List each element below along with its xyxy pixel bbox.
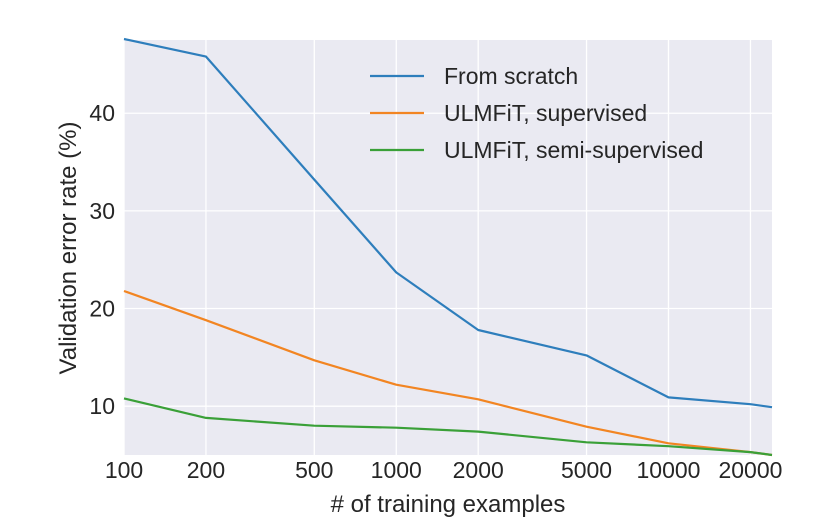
legend-label: ULMFiT, supervised <box>444 100 647 126</box>
x-tick-label: 10000 <box>637 457 701 483</box>
x-tick-label: 5000 <box>561 457 612 483</box>
y-tick-label: 30 <box>89 198 115 224</box>
y-tick-label: 10 <box>89 393 115 419</box>
legend-label: ULMFiT, semi-supervised <box>444 137 703 163</box>
x-tick-label: 1000 <box>371 457 422 483</box>
series-lines <box>123 37 773 457</box>
legend: From scratch ULMFiT, supervised ULMFiT, se… <box>370 63 703 163</box>
y-axis-label: Validation error rate (%) <box>55 122 82 375</box>
x-tick-label: 20000 <box>718 457 782 483</box>
x-axis-label: # of training examples <box>331 491 566 518</box>
x-tick-label: 200 <box>187 457 225 483</box>
plot-background <box>124 40 772 455</box>
x-tick-labels: 100 200 500 1000 2000 5000 10000 20000 <box>105 457 783 483</box>
x-tick-label: 500 <box>295 457 333 483</box>
y-tick-label: 40 <box>89 100 115 126</box>
series-line-1 <box>123 37 773 409</box>
y-tick-labels: 10 20 30 40 <box>89 100 115 419</box>
x-tick-label: 100 <box>105 457 143 483</box>
legend-label: From scratch <box>444 63 578 89</box>
series-line-3 <box>123 397 773 457</box>
x-tick-label: 2000 <box>453 457 504 483</box>
y-tick-label: 20 <box>89 296 115 322</box>
